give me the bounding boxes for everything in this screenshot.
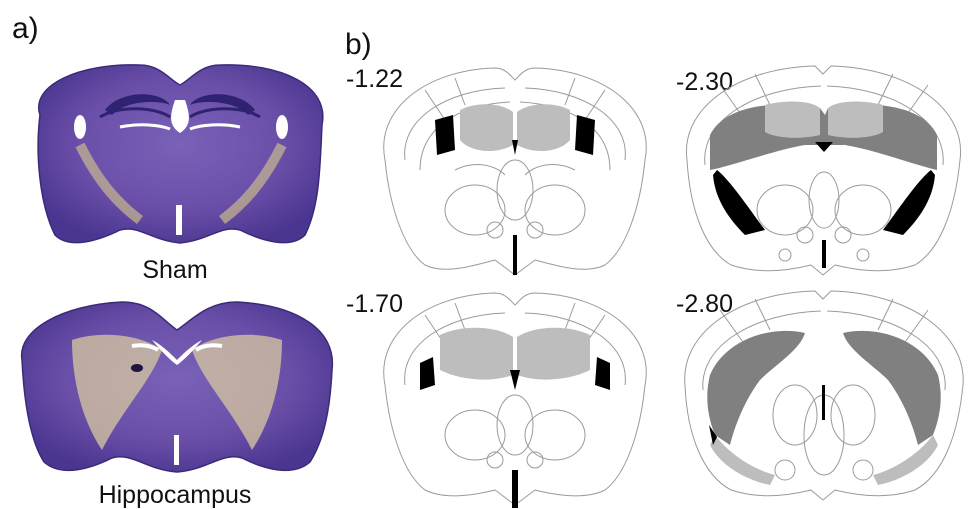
sham-caption: Sham	[142, 256, 208, 284]
sham-hippocampus-left	[105, 94, 170, 115]
atlas-2-lesion-severe-right	[883, 170, 935, 235]
sham-brain-section	[37, 64, 324, 244]
atlas-4-lesion-light-right	[873, 435, 938, 485]
hippocampus-lesion-brain-section	[21, 301, 334, 473]
atlas-coordinate-3: -1.70	[346, 290, 403, 318]
atlas-3-lesion-left	[440, 327, 513, 380]
atlas-3-lesion-severe-right	[595, 357, 610, 390]
atlas-coordinate-1: -1.22	[346, 65, 403, 93]
atlas-1-lesion-severe-right	[575, 115, 595, 155]
atlas-4-lesion-medium-right	[843, 330, 941, 445]
atlas-3-lesion-severe-left	[420, 357, 435, 390]
atlas-2-lesion-light-right	[828, 101, 883, 138]
lesion-damage-left	[72, 334, 162, 450]
sham-hippocampus-right	[190, 94, 255, 115]
atlas-4-lesion-medium-left	[707, 330, 805, 445]
panel-a-label: a)	[12, 12, 39, 45]
atlas-1-lesion-severe-left	[435, 115, 455, 155]
atlas-2-lesion-medium	[710, 104, 937, 170]
atlas-1-lesion-hippocampus-right	[517, 104, 570, 152]
hippocampus-caption: Hippocampus	[98, 481, 252, 509]
lesion-damage-right	[192, 334, 282, 450]
atlas-2-lesion-light-left	[765, 101, 820, 138]
sham-ventricle	[171, 100, 189, 133]
atlas-section-1	[383, 67, 647, 276]
atlas-coordinate-4: -2.80	[676, 290, 733, 318]
atlas-section-3	[383, 292, 647, 508]
atlas-1-lesion-hippocampus-left	[460, 104, 513, 152]
atlas-section-2	[685, 65, 962, 276]
atlas-4-lesion-light-left	[710, 435, 775, 485]
atlas-section-4	[684, 290, 964, 501]
atlas-3-lesion-right	[517, 327, 590, 380]
panel-b-label: b)	[345, 28, 372, 61]
atlas-2-lesion-severe-left	[713, 170, 765, 235]
